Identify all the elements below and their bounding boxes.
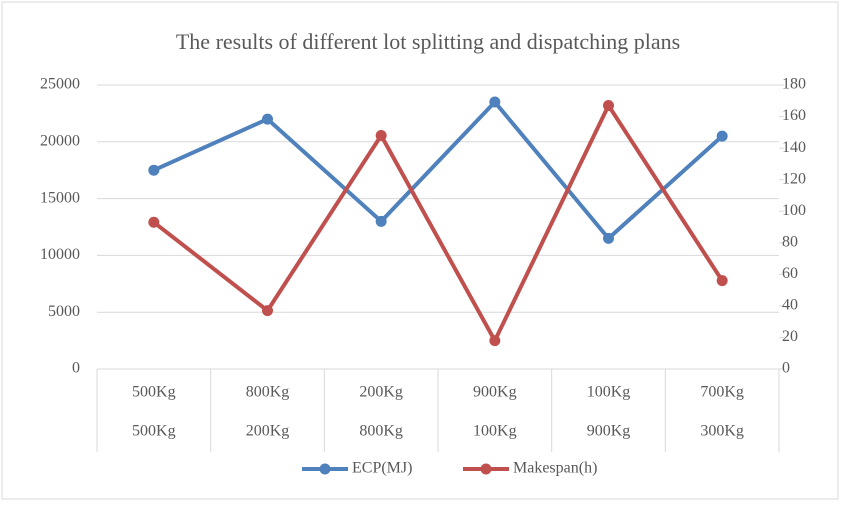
x-tick-label: 800Kg [246,384,290,401]
data-point [375,215,387,227]
x-tick-label: 100Kg [587,384,631,401]
data-point [489,96,501,108]
data-point [489,335,501,347]
data-point [262,113,273,125]
y-tick-label: 5000 [48,303,80,320]
series-line [153,100,724,241]
data-point [603,232,614,244]
x-tick-label: 700Kg [700,384,744,401]
y2-tick-label: 0 [782,360,790,377]
data-point [375,129,387,141]
legend-marker [319,463,331,475]
x-tick-label: 900Kg [587,423,631,440]
legend-label: Makespan(h) [513,460,597,477]
x-tick-label: 100Kg [473,423,517,440]
y2-tick-label: 100 [782,202,806,219]
data-point [148,216,160,228]
y2-tick-label: 60 [782,265,798,282]
x-tick-label: 500Kg [132,384,176,401]
y2-tick-label: 40 [782,297,798,314]
y2-tick-label: 120 [782,170,806,187]
y2-tick-label: 180 [782,76,806,93]
y2-tick-label: 80 [782,233,798,250]
y2-tick-label: 140 [782,139,806,156]
series-line [152,103,724,343]
legend-marker [480,463,492,475]
x-tick-label: 900Kg [473,384,517,401]
y-tick-label: 0 [72,360,80,377]
x-tick-label: 300Kg [700,423,744,440]
y2-tick-label: 20 [782,328,798,345]
y-tick-label: 20000 [40,132,80,149]
data-point [148,164,160,176]
chart-title: The results of different lot splitting a… [176,29,680,54]
x-tick-label: 500Kg [132,423,176,440]
x-tick-label: 200Kg [359,384,403,401]
x-tick-label: 200Kg [246,423,290,440]
data-point [603,100,614,112]
data-point [716,275,728,287]
y-tick-label: 10000 [40,246,80,263]
data-point [716,130,728,142]
legend-label: ECP(MJ) [352,460,412,477]
x-tick-label: 800Kg [359,423,403,440]
y-tick-label: 15000 [40,189,80,206]
y2-tick-label: 160 [782,107,806,124]
y-tick-label: 25000 [40,76,80,93]
data-point [262,305,273,317]
